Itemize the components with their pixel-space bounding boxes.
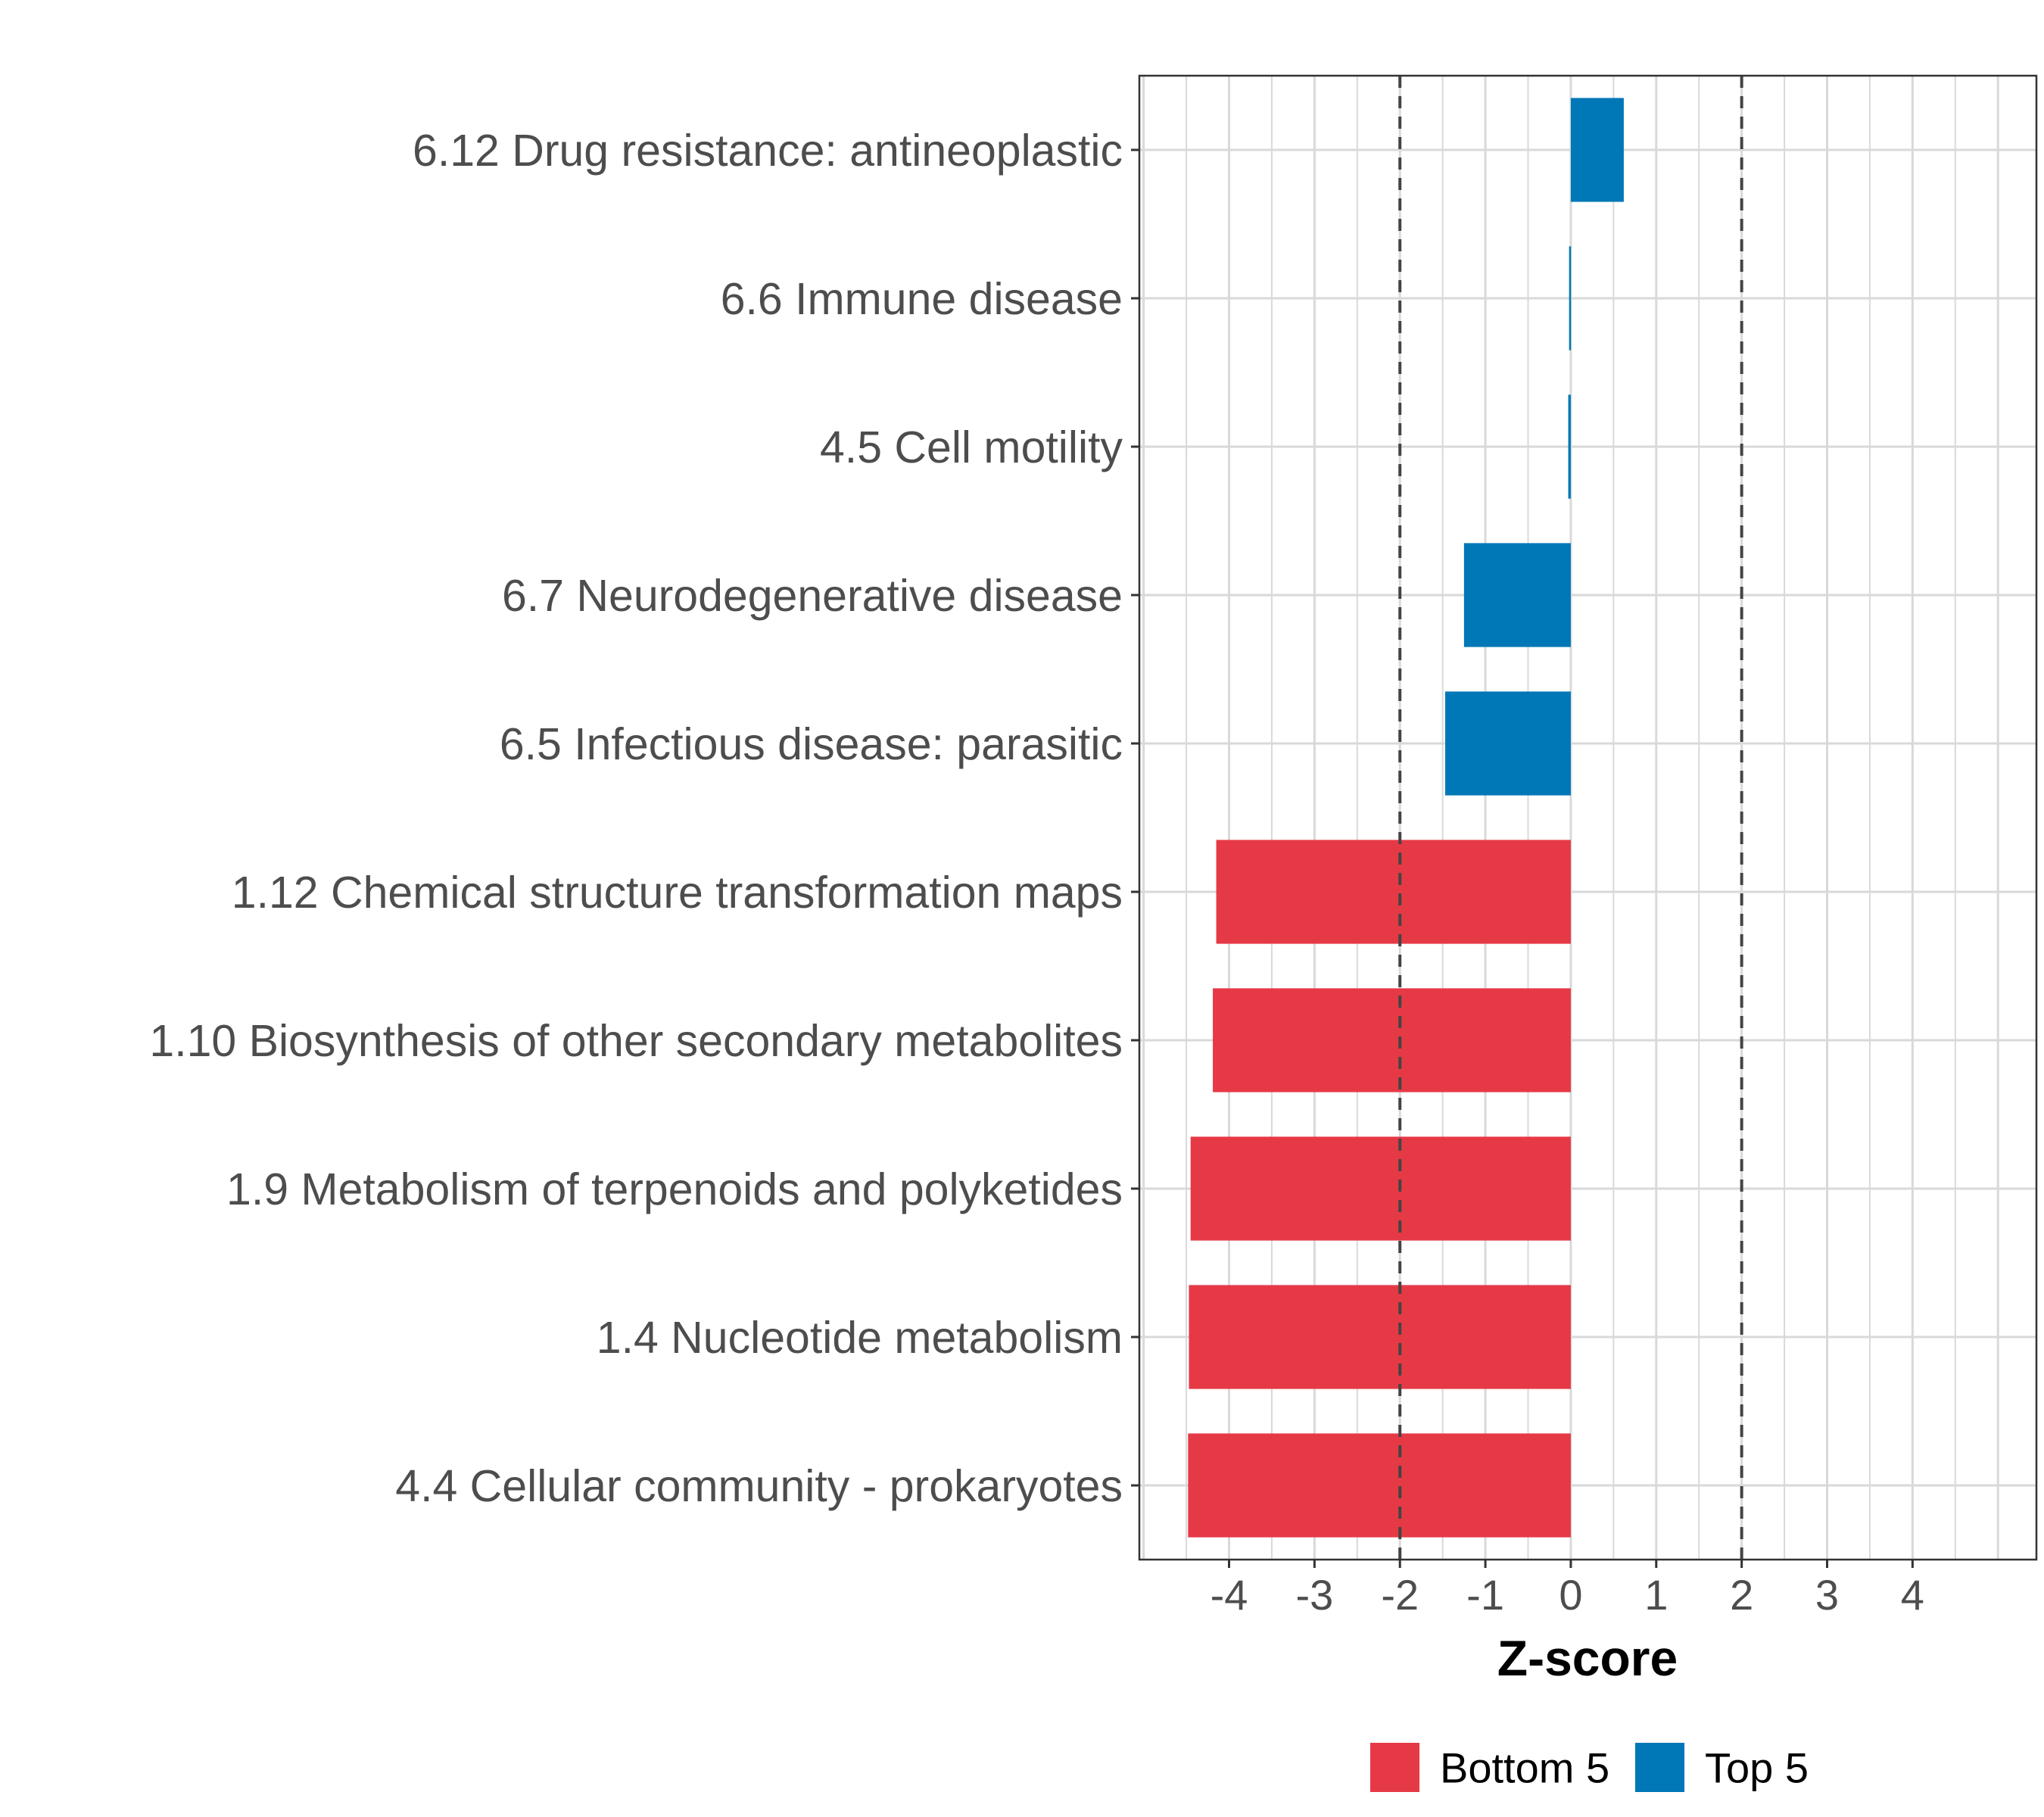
category-label: 1.4 Nucleotide metabolism — [597, 1313, 1123, 1363]
x-tick-label: -2 — [1381, 1571, 1419, 1619]
bar — [1570, 98, 1624, 202]
x-tick-label: 4 — [1901, 1571, 1924, 1619]
category-label: 6.7 Neurodegenerative disease — [502, 571, 1123, 621]
x-axis-title: Z-score — [1497, 1630, 1678, 1686]
x-tick-label: -1 — [1466, 1571, 1504, 1619]
y-axis: 6.12 Drug resistance: antineoplastic 6.6 … — [149, 126, 1139, 1511]
x-tick-label: 2 — [1730, 1571, 1753, 1619]
x-axis: -4 -3 -2 -1 0 1 2 3 4 — [1211, 1560, 1924, 1619]
category-label: 6.12 Drug resistance: antineoplastic — [413, 126, 1123, 176]
x-tick-label: 0 — [1559, 1571, 1582, 1619]
bars — [1188, 98, 1624, 1538]
category-label: 6.6 Immune disease — [721, 274, 1123, 324]
bar — [1216, 840, 1571, 944]
category-label: 1.12 Chemical structure transformation m… — [232, 868, 1123, 918]
legend-label: Top 5 — [1705, 1744, 1809, 1792]
legend-key — [1635, 1743, 1684, 1792]
category-label: 1.9 Metabolism of terpenoids and polyket… — [226, 1164, 1123, 1214]
x-tick-label: 1 — [1644, 1571, 1668, 1619]
category-label: 6.5 Infectious disease: parasitic — [500, 719, 1123, 769]
legend-key — [1370, 1743, 1419, 1792]
plot-panel-border — [1138, 74, 2038, 1561]
category-label: 1.10 Biosynthesis of other secondary met… — [149, 1016, 1123, 1066]
bar — [1569, 246, 1572, 351]
category-label: 4.5 Cell motility — [820, 422, 1123, 472]
category-label: 4.4 Cellular community - prokaryotes — [395, 1461, 1123, 1511]
reference-lines — [1398, 76, 1743, 1560]
bar — [1188, 1433, 1571, 1538]
bar — [1568, 394, 1571, 499]
legend-label: Bottom 5 — [1440, 1744, 1609, 1792]
bar — [1190, 1136, 1571, 1241]
x-tick-label: -4 — [1211, 1571, 1248, 1619]
bar — [1463, 543, 1571, 647]
bar — [1189, 1285, 1571, 1389]
bar — [1213, 988, 1571, 1092]
x-tick-label: -3 — [1295, 1571, 1333, 1619]
bar — [1445, 691, 1571, 796]
legend: Bottom 5 Top 5 — [1370, 1743, 1809, 1792]
x-tick-label: 3 — [1815, 1571, 1839, 1619]
